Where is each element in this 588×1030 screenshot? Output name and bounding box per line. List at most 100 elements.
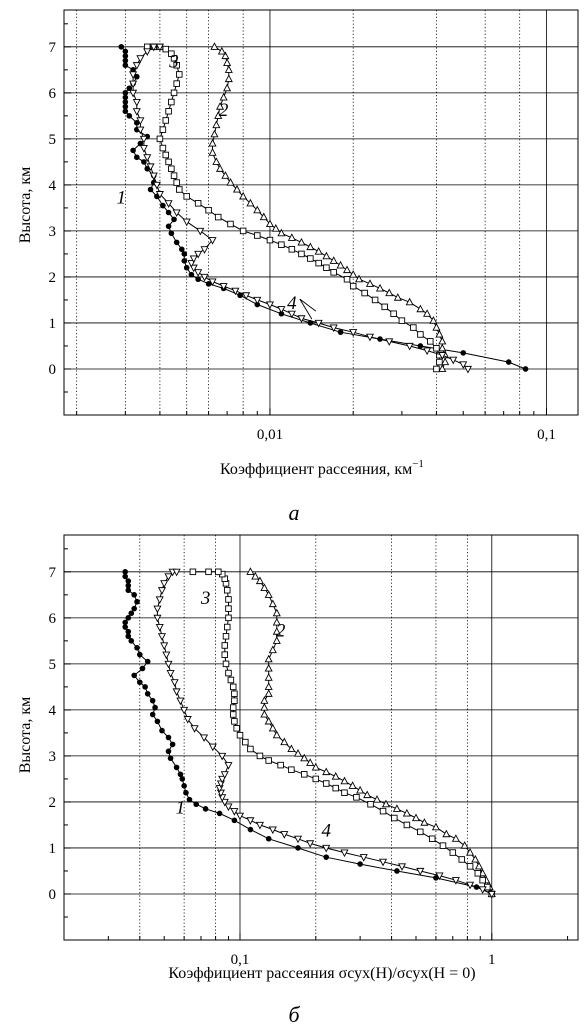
- data-point: [122, 90, 129, 96]
- data-point: [222, 660, 230, 668]
- data-point: [214, 213, 222, 221]
- data-point: [129, 71, 138, 79]
- data-point: [391, 814, 398, 822]
- data-point: [337, 329, 344, 335]
- data-point: [471, 854, 480, 863]
- data-point: [143, 48, 152, 56]
- data-point: [397, 863, 407, 871]
- data-point: [157, 587, 167, 595]
- data-point: [264, 689, 273, 697]
- data-point: [160, 580, 169, 588]
- data-point: [322, 844, 331, 853]
- leader-line: [299, 298, 313, 320]
- data-point: [159, 727, 165, 734]
- data-point: [221, 642, 229, 649]
- data-point: [229, 704, 237, 711]
- data-point: [312, 775, 320, 783]
- data-point: [173, 764, 180, 771]
- data-point: [224, 803, 233, 812]
- data-point: [122, 573, 128, 580]
- data-point: [265, 835, 272, 842]
- data-point: [405, 297, 414, 306]
- y-tick-label: 7: [49, 40, 57, 56]
- data-point: [122, 57, 129, 64]
- data-point: [363, 790, 372, 799]
- data-point: [253, 205, 262, 214]
- data-point: [172, 688, 181, 697]
- series-line-2: [212, 46, 446, 370]
- data-point: [186, 796, 193, 803]
- data-point: [226, 178, 235, 186]
- data-point: [227, 220, 234, 228]
- data-point: [132, 98, 141, 107]
- data-point: [264, 590, 273, 598]
- data-point: [268, 723, 277, 732]
- data-point: [266, 236, 274, 244]
- data-point: [168, 50, 175, 57]
- data-point: [162, 151, 170, 159]
- data-point: [183, 789, 189, 796]
- curve-label-1: 1: [176, 797, 186, 818]
- data-point: [322, 767, 331, 776]
- data-point: [314, 319, 323, 328]
- y-tick-label: 4: [49, 178, 57, 194]
- data-point: [190, 725, 199, 733]
- data-point: [210, 42, 219, 50]
- data-point: [332, 784, 339, 792]
- data-point: [417, 343, 424, 349]
- data-point: [293, 835, 303, 844]
- data-point: [122, 48, 129, 55]
- data-point: [168, 165, 175, 173]
- data-point: [189, 264, 198, 273]
- data-point: [181, 251, 188, 257]
- data-point: [125, 628, 132, 635]
- data-point: [474, 870, 482, 877]
- data-point: [458, 856, 466, 863]
- data-point: [189, 568, 197, 576]
- data-point: [221, 171, 230, 179]
- data-point: [132, 108, 141, 116]
- data-point: [168, 98, 175, 106]
- data-point: [322, 780, 330, 787]
- data-point: [160, 202, 166, 209]
- data-point: [147, 186, 154, 193]
- data-point: [219, 283, 228, 291]
- data-point: [229, 683, 237, 691]
- data-point: [522, 366, 529, 372]
- data-point: [371, 296, 379, 304]
- series-layer: [122, 567, 496, 899]
- x-axis-label: Коэффициент рассеяния σсух(H)/σсух(H = 0…: [168, 965, 475, 982]
- data-point: [156, 135, 164, 143]
- data-point: [144, 658, 151, 665]
- data-point: [353, 794, 360, 801]
- data-point: [278, 241, 285, 248]
- data-point: [322, 251, 331, 260]
- x-tick-label: 1: [488, 952, 496, 968]
- data-point: [251, 571, 260, 580]
- data-point: [264, 654, 273, 663]
- data-point: [264, 682, 273, 690]
- data-point: [435, 329, 444, 338]
- data-point: [167, 755, 174, 762]
- data-point: [420, 818, 429, 826]
- data-point: [128, 610, 135, 617]
- series-line-3: [147, 46, 440, 370]
- data-point: [216, 810, 223, 817]
- data-point: [242, 738, 249, 746]
- data-point: [125, 578, 132, 584]
- data-point: [356, 785, 365, 794]
- data-point: [460, 841, 469, 849]
- data-point: [432, 322, 441, 331]
- data-point: [242, 292, 251, 300]
- data-point: [365, 333, 375, 342]
- data-point: [212, 120, 221, 129]
- data-point: [466, 847, 475, 856]
- data-point: [265, 301, 274, 310]
- y-tick-label: 3: [49, 749, 57, 765]
- data-point: [416, 867, 425, 876]
- data-point: [122, 62, 129, 69]
- data-point: [405, 342, 414, 351]
- data-point: [293, 749, 303, 757]
- data-point: [171, 216, 177, 223]
